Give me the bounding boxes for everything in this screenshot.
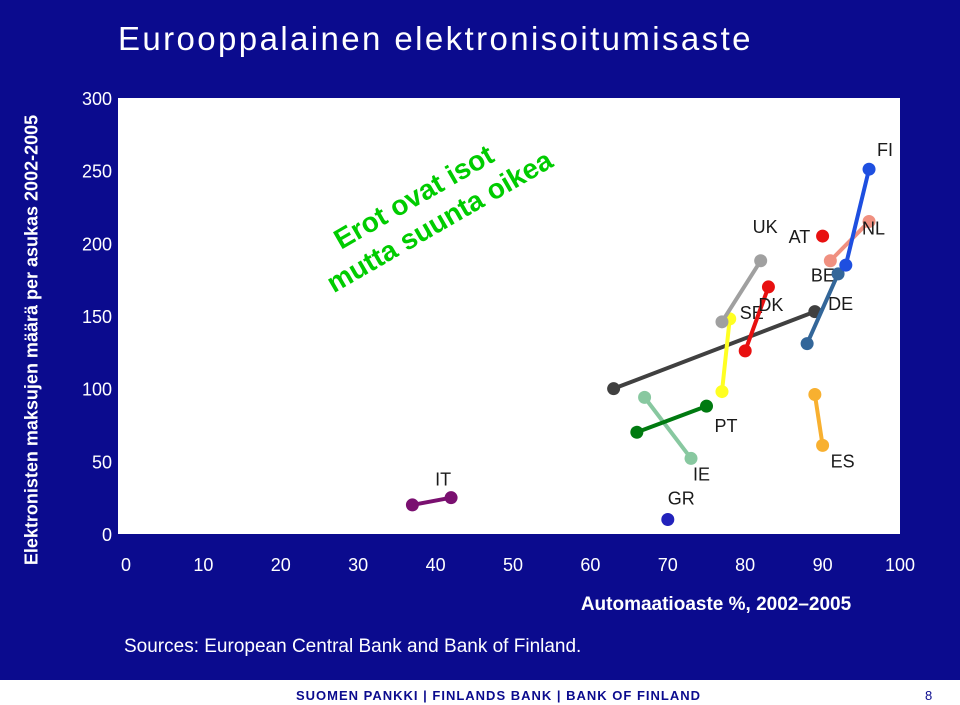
series-fi: FI — [839, 140, 893, 272]
data-point-nl — [823, 254, 837, 268]
x-tick-label: 80 — [735, 555, 755, 575]
series-line-uk — [719, 258, 763, 324]
sources-note: Sources: European Central Bank and Bank … — [124, 636, 582, 657]
country-label-at: AT — [789, 227, 811, 247]
series-line-it — [410, 495, 454, 507]
x-tick-label: 10 — [193, 555, 213, 575]
country-label-uk: UK — [753, 217, 778, 237]
series-nl: NL — [823, 215, 885, 268]
country-label-gr: GR — [668, 488, 695, 508]
data-point-ie — [684, 451, 698, 465]
data-point-es — [816, 438, 830, 452]
y-tick-label: 100 — [82, 380, 112, 400]
country-label-it: IT — [435, 470, 451, 490]
x-tick-label: 60 — [580, 555, 600, 575]
series-de: DE — [800, 267, 853, 351]
x-axis-label: Automaatioaste %, 2002–2005 — [581, 594, 852, 615]
data-point-pt — [700, 399, 713, 413]
series-ie: IE — [638, 390, 710, 484]
series-line-es — [812, 392, 825, 448]
country-label-ie: IE — [693, 464, 710, 484]
data-point-fi — [862, 162, 876, 176]
y-tick-label: 0 — [102, 525, 112, 545]
series-line-be — [611, 309, 817, 391]
data-point-be — [607, 382, 621, 396]
series-it: IT — [405, 470, 458, 512]
country-label-dk: DK — [758, 295, 783, 315]
country-label-pt: PT — [715, 416, 738, 436]
country-label-be: BE — [811, 266, 835, 286]
data-point-dk — [738, 344, 752, 358]
country-label-fi: FI — [877, 140, 893, 160]
data-point-es — [808, 387, 822, 401]
x-ticks: 0 10 20 30 40 50 60 70 80 90 100 — [121, 555, 915, 575]
footer-bank-name: SUOMEN PANKKI | FINLANDS BANK | BANK OF … — [296, 688, 702, 703]
x-tick-label: 50 — [503, 555, 523, 575]
y-tick-label: 50 — [92, 452, 112, 472]
series-line-dk — [743, 284, 771, 353]
data-point-fi — [839, 258, 853, 272]
page-number: 8 — [925, 688, 933, 703]
x-tick-label: 90 — [813, 555, 833, 575]
data-point-gr — [661, 512, 675, 526]
series-be: BE — [607, 266, 835, 396]
slide: Elektronisten maksujen määrä per asukas … — [0, 0, 960, 680]
data-point-at — [816, 229, 830, 243]
country-label-es: ES — [831, 451, 855, 471]
x-tick-label: 70 — [658, 555, 678, 575]
data-point-dk — [761, 280, 775, 294]
chart-title: Eurooppalainen elektronisoitumisaste — [118, 20, 753, 57]
data-point-de — [831, 267, 845, 281]
x-tick-label: 0 — [121, 555, 131, 575]
data-point-nl — [862, 215, 876, 229]
country-label-nl: NL — [862, 219, 885, 239]
x-tick-label: 40 — [426, 555, 446, 575]
series-pt: PT — [630, 399, 738, 439]
y-ticks: 0 50 100 150 200 250 300 — [82, 89, 112, 545]
data-point-it — [444, 491, 458, 505]
scatter-chart: 0 50 100 150 200 250 300 0 10 20 30 40 50 60 70 80 90 10… — [82, 89, 915, 615]
x-tick-label: 20 — [271, 555, 291, 575]
y-tick-label: 200 — [82, 234, 112, 254]
data-point-uk — [754, 254, 768, 268]
series-line-pt — [634, 404, 709, 435]
series-at: AT — [789, 227, 830, 247]
series-dk: DK — [738, 280, 783, 358]
footer: SUOMEN PANKKI | FINLANDS BANK | BANK OF … — [0, 680, 960, 705]
y-tick-label: 150 — [82, 307, 112, 327]
series-line-ie — [642, 395, 694, 461]
x-tick-label: 100 — [885, 555, 915, 575]
country-label-de: DE — [828, 294, 853, 314]
series-uk: UK — [715, 217, 778, 329]
series-es: ES — [808, 387, 855, 471]
y-tick-label: 250 — [82, 162, 112, 182]
series-gr: GR — [661, 488, 695, 526]
series-line-se — [719, 316, 732, 394]
y-tick-label: 300 — [82, 89, 112, 109]
series-line-de — [805, 271, 841, 346]
data-point-pt — [630, 425, 644, 439]
data-point-uk — [715, 315, 729, 329]
plot-area — [118, 98, 900, 534]
x-tick-label: 30 — [348, 555, 368, 575]
data-point-de — [800, 337, 814, 351]
data-point-se — [715, 385, 729, 399]
series-line-fi — [843, 167, 872, 268]
data-point-it — [405, 498, 419, 512]
data-point-ie — [638, 390, 652, 404]
